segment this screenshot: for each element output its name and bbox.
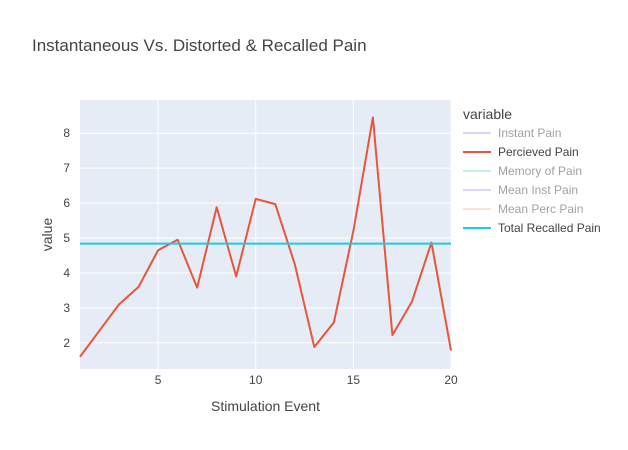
- y-tick-label: 3: [63, 301, 70, 315]
- chart-title: Instantaneous Vs. Distorted & Recalled P…: [32, 36, 367, 55]
- legend-item[interactable]: Percieved Pain: [463, 145, 579, 159]
- legend-item[interactable]: Memory of Pain: [463, 164, 582, 178]
- plot-area: [80, 100, 451, 369]
- legend-item[interactable]: Mean Perc Pain: [463, 202, 583, 216]
- y-tick-label: 2: [63, 336, 70, 350]
- legend-label: Total Recalled Pain: [498, 221, 601, 235]
- x-tick-label: 20: [444, 373, 458, 387]
- legend-title: variable: [463, 106, 512, 122]
- legend-label: Mean Perc Pain: [498, 202, 583, 216]
- legend-item[interactable]: Mean Inst Pain: [463, 183, 578, 197]
- y-tick-label: 4: [63, 266, 70, 280]
- legend-label: Percieved Pain: [498, 145, 579, 159]
- y-tick-label: 6: [63, 196, 70, 210]
- x-tick-label: 10: [249, 373, 263, 387]
- legend-label: Mean Inst Pain: [498, 183, 578, 197]
- y-tick-label: 7: [63, 161, 70, 175]
- tick-labels: 2 3 4 5 6 7 8 5 10 15 20: [63, 126, 458, 387]
- y-tick-label: 8: [63, 126, 70, 140]
- x-tick-label: 15: [347, 373, 361, 387]
- legend-item[interactable]: Instant Pain: [463, 126, 561, 140]
- series-line: [79, 116, 452, 358]
- legend-label: Instant Pain: [498, 126, 561, 140]
- series-lines: [79, 116, 452, 358]
- x-axis-title: Stimulation Event: [211, 398, 320, 414]
- y-tick-label: 5: [63, 231, 70, 245]
- legend-label: Memory of Pain: [498, 164, 582, 178]
- x-tick-label: 5: [155, 373, 162, 387]
- legend[interactable]: variable Instant Pain Percieved Pain Memor…: [463, 106, 601, 235]
- legend-item[interactable]: Total Recalled Pain: [463, 221, 601, 235]
- y-axis-title: value: [39, 218, 55, 252]
